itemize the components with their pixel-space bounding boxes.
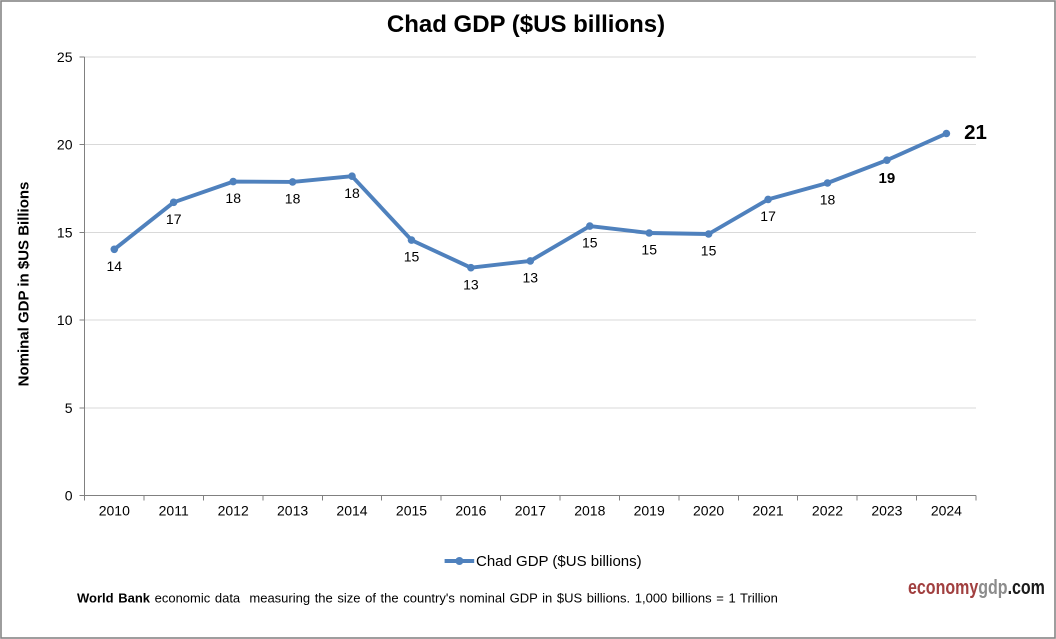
svg-text:2021: 2021 — [753, 503, 784, 519]
svg-text:15: 15 — [701, 243, 717, 259]
svg-text:17: 17 — [760, 208, 776, 224]
svg-text:18: 18 — [225, 190, 241, 206]
svg-text:21: 21 — [964, 121, 987, 144]
svg-text:5: 5 — [65, 400, 73, 416]
svg-text:15: 15 — [57, 224, 73, 240]
svg-text:19: 19 — [879, 170, 896, 187]
svg-text:2012: 2012 — [218, 503, 249, 519]
svg-text:2024: 2024 — [931, 503, 962, 519]
svg-text:15: 15 — [404, 249, 420, 265]
svg-text:2010: 2010 — [99, 503, 130, 519]
svg-text:15: 15 — [641, 242, 657, 258]
svg-text:18: 18 — [344, 185, 360, 201]
svg-text:15: 15 — [582, 235, 598, 251]
svg-text:2020: 2020 — [693, 503, 724, 519]
svg-text:13: 13 — [463, 276, 479, 292]
svg-text:0: 0 — [65, 488, 73, 504]
svg-text:2016: 2016 — [455, 503, 486, 519]
svg-text:Nominal GDP in $US Billions: Nominal GDP in $US Billions — [16, 182, 33, 387]
svg-text:2011: 2011 — [159, 503, 189, 519]
svg-text:Chad GDP ($US billions): Chad GDP ($US billions) — [476, 553, 642, 570]
svg-text:2022: 2022 — [812, 503, 843, 519]
svg-text:economygdp.com: economygdp.com — [908, 576, 1045, 598]
svg-text:2019: 2019 — [634, 503, 665, 519]
svg-text:13: 13 — [523, 270, 539, 286]
svg-text:2018: 2018 — [574, 503, 605, 519]
svg-text:14: 14 — [107, 258, 123, 274]
svg-text:2014: 2014 — [336, 503, 367, 519]
svg-text:18: 18 — [285, 191, 301, 207]
svg-text:18: 18 — [820, 192, 836, 208]
svg-text:25: 25 — [57, 49, 73, 65]
svg-text:2013: 2013 — [277, 503, 308, 519]
svg-text:17: 17 — [166, 211, 182, 227]
svg-text:20: 20 — [57, 137, 73, 153]
svg-text:2017: 2017 — [515, 503, 546, 519]
svg-text:World Bank economic data meas: World Bank economic data measuring the s… — [77, 591, 778, 606]
svg-text:2023: 2023 — [871, 503, 902, 519]
svg-text:10: 10 — [57, 312, 73, 328]
svg-text:2015: 2015 — [396, 503, 427, 519]
svg-text:Chad GDP ($US billions): Chad GDP ($US billions) — [387, 11, 665, 38]
